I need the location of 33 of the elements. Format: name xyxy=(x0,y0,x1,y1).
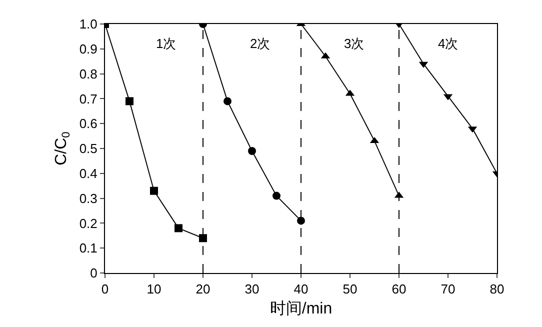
x-tick-label: 20 xyxy=(196,282,210,297)
y-tick-label: 0.8 xyxy=(79,66,98,82)
y-tick-label: 1.0 xyxy=(79,16,98,32)
y-tick-label: 0.2 xyxy=(79,216,98,231)
annotation: 1次 xyxy=(156,36,176,51)
x-tick-label: 30 xyxy=(244,282,260,297)
point xyxy=(248,146,256,155)
y-tick-label: 0.9 xyxy=(79,41,98,56)
point xyxy=(224,97,232,106)
x-tick-label: 80 xyxy=(490,282,504,297)
point xyxy=(297,216,305,225)
point xyxy=(199,234,207,242)
point xyxy=(174,224,182,232)
x-axis-title: 时间/min xyxy=(270,299,332,318)
y-tick-label: 0.1 xyxy=(79,240,98,256)
x-tick-label: 10 xyxy=(146,282,162,297)
y-tick-label: 0.5 xyxy=(79,141,98,156)
annotation: 3次 xyxy=(344,36,364,51)
x-tick-label: 40 xyxy=(294,282,308,297)
x-tick-label: 50 xyxy=(342,282,358,297)
point xyxy=(150,186,158,195)
x-tick-label: 70 xyxy=(440,282,456,297)
x-tick-label: 60 xyxy=(392,282,406,297)
x-tick-label: 0 xyxy=(101,282,109,297)
y-tick-label: 0.3 xyxy=(79,190,98,206)
point xyxy=(272,192,280,200)
y-tick-label: 0.6 xyxy=(79,116,98,132)
annotation: 4次 xyxy=(438,36,458,51)
point xyxy=(126,97,134,106)
annotation: 2次 xyxy=(250,36,270,51)
y-tick-label: 0.7 xyxy=(79,91,98,106)
y-tick-label: 0.4 xyxy=(79,166,98,181)
y-tick-label: 0 xyxy=(90,266,98,281)
